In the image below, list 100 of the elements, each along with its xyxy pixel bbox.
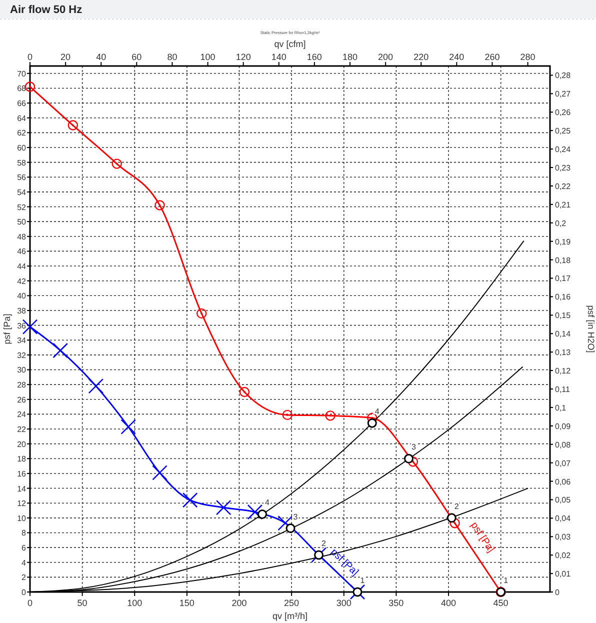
x2-tick-label: 20 (60, 52, 71, 62)
x-tick-label: 200 (232, 598, 247, 608)
x2-tick-label: 140 (271, 52, 286, 62)
y2-tick-label: 0 (555, 588, 560, 597)
x-axis-title: qv [m³/h] (272, 611, 308, 621)
y-tick-label: 26 (17, 395, 27, 404)
y-tick-label: 10 (17, 514, 27, 523)
y2-tick-label: 0,24 (555, 145, 572, 154)
annotation: 4 (265, 498, 270, 508)
y-tick-label: 48 (17, 232, 27, 242)
y2-tick-label: 0,23 (555, 164, 572, 173)
y-tick-label: 12 (17, 499, 27, 508)
y-tick-label: 68 (17, 84, 27, 94)
y-tick-label: 24 (17, 410, 27, 420)
annotation: 3 (412, 442, 417, 452)
y2-axis-title: psf [in H2O] (586, 305, 596, 353)
x2-tick-label: 280 (520, 52, 536, 62)
y2-tick-label: 0,16 (555, 292, 572, 302)
y2-tick-label: 0,15 (555, 311, 572, 320)
y2-tick-label: 0,01 (555, 570, 572, 579)
y-tick-label: 60 (17, 143, 27, 152)
annotation: 2 (454, 502, 460, 511)
y-tick-label: 46 (17, 247, 27, 256)
y-tick-label: 58 (17, 158, 27, 168)
y-tick-label: 36 (17, 321, 27, 330)
x2-tick-label: 120 (236, 52, 251, 62)
y-tick-label: 38 (17, 306, 27, 316)
y-tick-label: 70 (17, 69, 27, 78)
y2-tick-label: 0,1 (555, 403, 567, 412)
y-tick-label: 54 (17, 188, 27, 197)
y-tick-label: 14 (17, 484, 27, 494)
y2-tick-label: 0,21 (555, 200, 572, 210)
y2-tick-label: 0,11 (555, 384, 571, 394)
y2-tick-label: 0,25 (555, 126, 572, 136)
y-tick-label: 30 (17, 366, 27, 375)
x2-tick-label: 260 (484, 52, 500, 62)
y2-tick-label: 0,04 (555, 514, 572, 524)
y2-tick-label: 0,12 (555, 366, 572, 376)
y2-tick-label: 0,09 (555, 422, 572, 431)
y2-tick-label: 0,08 (555, 440, 572, 450)
y2-tick-label: 0,18 (555, 256, 572, 265)
y2-tick-label: 0,05 (555, 496, 572, 505)
chart-title: Air flow 50 Hz (10, 4, 83, 16)
y2-tick-label: 0,22 (555, 182, 572, 191)
y-tick-label: 56 (17, 173, 27, 182)
y2-tick-label: 0,28 (555, 71, 572, 80)
y-tick-label: 34 (17, 336, 27, 346)
y-tick-label: 52 (17, 202, 27, 212)
x-tick-label: 250 (284, 598, 300, 608)
x2-tick-label: 240 (449, 52, 464, 62)
y-tick-label: 6 (22, 544, 27, 553)
x-tick-label: 350 (388, 598, 404, 608)
y-tick-label: 4 (22, 558, 27, 568)
annotation: 4 (374, 407, 380, 416)
y2-tick-label: 0,27 (555, 90, 572, 99)
x-tick-label: 450 (493, 598, 508, 608)
annotation: 1 (360, 576, 366, 585)
y-axis-title: psf [Pa] (2, 314, 12, 344)
y2-tick-label: 0,14 (555, 330, 572, 339)
x2-tick-label: 100 (200, 52, 216, 62)
y-tick-label: 28 (17, 380, 27, 390)
x2-tick-label: 220 (414, 52, 429, 62)
y-tick-label: 32 (17, 350, 27, 360)
y-tick-label: 18 (17, 454, 27, 464)
x2-tick-label: 200 (378, 52, 394, 62)
y-tick-label: 64 (17, 114, 27, 123)
y-tick-label: 0 (22, 588, 27, 597)
x-tick-label: 300 (336, 598, 352, 608)
y-tick-label: 2 (22, 573, 27, 582)
x-tick-label: 150 (179, 598, 194, 608)
y2-tick-label: 0,02 (555, 551, 572, 560)
y2-tick-label: 0,17 (555, 274, 572, 284)
x2-axis-title: qv [cfm] (274, 39, 306, 49)
y-tick-label: 40 (17, 292, 27, 301)
y-tick-label: 44 (17, 262, 27, 272)
x2-tick-label: 180 (342, 52, 358, 62)
annotation: 2 (322, 538, 327, 548)
x2-tick-label: 80 (167, 52, 178, 62)
y2-tick-label: 0,03 (555, 532, 572, 542)
y2-tick-label: 0,06 (555, 477, 572, 486)
y-tick-label: 66 (17, 99, 27, 108)
y-tick-label: 62 (17, 128, 27, 138)
y-tick-label: 50 (17, 218, 27, 227)
y-tick-label: 8 (22, 528, 27, 538)
y2-tick-label: 0,13 (555, 348, 572, 358)
y-tick-label: 16 (17, 469, 27, 478)
annotation: 1 (504, 576, 509, 585)
y-tick-label: 20 (17, 440, 27, 449)
y-tick-label: 42 (17, 276, 27, 286)
x-tick-label: 100 (127, 598, 142, 608)
y2-tick-label: 0,19 (555, 237, 572, 246)
y-tick-label: 22 (17, 425, 27, 434)
y2-tick-label: 0,26 (555, 108, 572, 118)
x-tick-label: 400 (440, 598, 456, 608)
y2-tick-label: 0,07 (555, 458, 572, 468)
x-tick-label: 50 (77, 598, 88, 608)
x2-tick-label: 160 (306, 52, 322, 62)
x2-tick-label: 40 (96, 52, 106, 62)
x2-tick-label: 60 (132, 52, 142, 62)
annotation: 3 (293, 512, 298, 522)
